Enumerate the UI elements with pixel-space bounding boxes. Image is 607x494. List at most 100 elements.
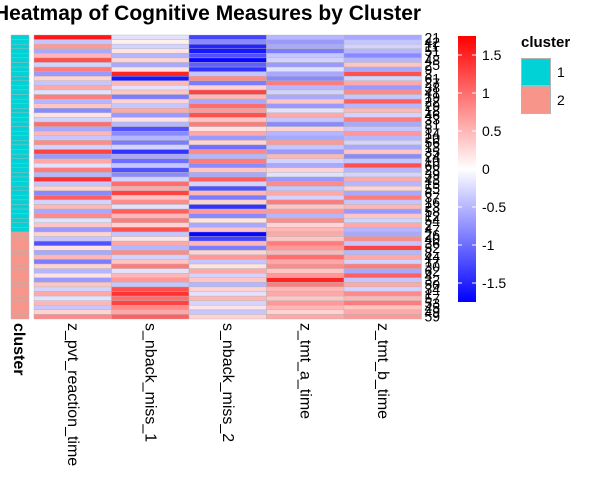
row-label: 62 — [425, 263, 441, 279]
heatmap-cell — [266, 286, 345, 292]
heatmap-cell — [111, 158, 190, 164]
cluster-annotation-cell — [10, 135, 30, 141]
cluster-annotation-cell — [10, 236, 30, 242]
row-label: 16 — [425, 194, 441, 210]
heatmap-cell — [266, 176, 345, 182]
heatmap-cell — [33, 314, 112, 320]
heatmap-cell — [188, 282, 267, 288]
heatmap-cell — [33, 222, 112, 228]
heatmap-cell — [188, 300, 267, 306]
heatmap-cell — [343, 163, 422, 169]
legend-label-2: 2 — [557, 92, 565, 108]
heatmap-cell — [188, 108, 267, 114]
heatmap-cell — [188, 259, 267, 265]
heatmap-cell — [266, 153, 345, 159]
row-label: 22 — [425, 93, 441, 109]
heatmap-cell — [343, 218, 422, 224]
heatmap-cell — [266, 272, 345, 278]
cluster-annotation-cell — [10, 314, 30, 320]
heatmap-cell — [343, 254, 422, 260]
heatmap-cell — [343, 227, 422, 233]
heatmap-cell — [111, 199, 190, 205]
heatmap-cell — [33, 140, 112, 146]
row-label: 20 — [425, 130, 441, 146]
row-label: 2 — [425, 217, 433, 233]
heatmap-cell — [111, 48, 190, 54]
heatmap-cell — [266, 208, 345, 214]
row-label: 61 — [425, 71, 441, 87]
heatmap-cell — [111, 98, 190, 104]
heatmap-cell — [33, 240, 112, 246]
row-label: 21 — [425, 29, 441, 45]
row-label: 33 — [425, 112, 441, 128]
heatmap-cell — [33, 309, 112, 315]
row-label: 60 — [425, 158, 441, 174]
heatmap-cell — [266, 71, 345, 77]
row-label: 56 — [425, 135, 441, 151]
cluster-annotation-cell — [10, 121, 30, 127]
heatmap-cell — [111, 204, 190, 210]
heatmap-cell — [266, 199, 345, 205]
cluster-annotation-cell — [10, 85, 30, 91]
row-label: 17 — [425, 254, 441, 270]
heatmap-cell — [188, 163, 267, 169]
heatmap-cell — [111, 34, 190, 40]
cluster-annotation-cell — [10, 94, 30, 100]
cluster-annotation-cell — [10, 245, 30, 251]
row-label: 48 — [425, 52, 441, 68]
heatmap-cell — [33, 236, 112, 242]
cluster-annotation-cell — [10, 282, 30, 288]
heatmap-cell — [266, 89, 345, 95]
heatmap-cell — [188, 190, 267, 196]
heatmap-cell — [188, 250, 267, 256]
heatmap-cell — [111, 62, 190, 68]
heatmap-cell — [188, 140, 267, 146]
row-label: 55 — [425, 180, 441, 196]
row-label: 5 — [425, 121, 433, 137]
row-label: 43 — [425, 171, 441, 187]
heatmap-cell — [111, 163, 190, 169]
heatmap-cell — [33, 176, 112, 182]
heatmap-cell — [188, 268, 267, 274]
cluster-annotation-cell — [10, 172, 30, 178]
heatmap-cell — [343, 199, 422, 205]
heatmap-cell — [33, 158, 112, 164]
heatmap-cell — [111, 89, 190, 95]
heatmap-cell — [33, 231, 112, 237]
heatmap-cell — [266, 277, 345, 283]
cluster-annotation-cell — [10, 213, 30, 219]
heatmap-cell — [188, 213, 267, 219]
heatmap-cell — [33, 172, 112, 178]
cluster-annotation-cell — [10, 98, 30, 104]
heatmap-cell — [33, 149, 112, 155]
row-label: 34 — [425, 281, 441, 297]
cluster-annotation-cell — [10, 103, 30, 109]
heatmap-cell — [266, 167, 345, 173]
heatmap-cell — [266, 268, 345, 274]
row-label: 51 — [425, 43, 441, 59]
heatmap-cell — [188, 130, 267, 136]
legend-swatch-2 — [521, 86, 551, 114]
heatmap-cell — [266, 158, 345, 164]
heatmap-cell — [266, 76, 345, 82]
legend-item-cluster-1: 1 — [521, 58, 565, 86]
heatmap-cell — [343, 53, 422, 59]
heatmap-cell — [188, 309, 267, 315]
row-label: 32 — [425, 272, 441, 288]
heatmap-cell — [111, 240, 190, 246]
cluster-annotation-cell — [10, 231, 30, 237]
row-label: 12 — [425, 208, 441, 224]
heatmap-cell — [188, 314, 267, 320]
cluster-annotation-cell — [10, 263, 30, 269]
heatmap-cell — [33, 76, 112, 82]
heatmap-cell — [33, 185, 112, 191]
heatmap-cell — [188, 236, 267, 242]
chart-title: Heatmap of Cognitive Measures by Cluster — [0, 2, 422, 25]
heatmap-cell — [111, 121, 190, 127]
row-label: 37 — [425, 190, 441, 206]
cluster-annotation-cell — [10, 190, 30, 196]
heatmap-cell — [343, 144, 422, 150]
heatmap-cell — [266, 108, 345, 114]
heatmap-cell — [343, 57, 422, 63]
row-label: 8 — [425, 245, 433, 261]
